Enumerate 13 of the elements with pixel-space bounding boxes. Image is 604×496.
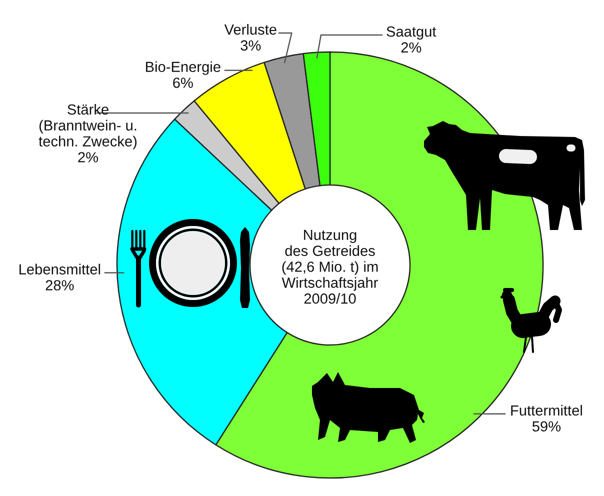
slice-label: Lebensmittel [20, 264, 100, 274]
slice-label: Verluste [224, 24, 276, 35]
data-label: 6% [173, 78, 193, 88]
data-label: 59% [532, 421, 561, 432]
text: Nutzung des Getreides (42,6 Mio. t) im Wirtschaftsjahr 2009/10 [282, 230, 378, 304]
slice-label: Bio-Energie [146, 61, 220, 75]
data-label: 2% [78, 152, 98, 162]
slice-label: Saatgut [386, 26, 436, 40]
data-label: 2% [401, 42, 422, 53]
data-label: 3% [240, 40, 261, 51]
slice-label: Futtermittel [511, 404, 582, 416]
data-label: 28% [46, 280, 74, 290]
slice-label: Stärke (Branntwein- u. techn. Zwecke) [38, 104, 137, 150]
